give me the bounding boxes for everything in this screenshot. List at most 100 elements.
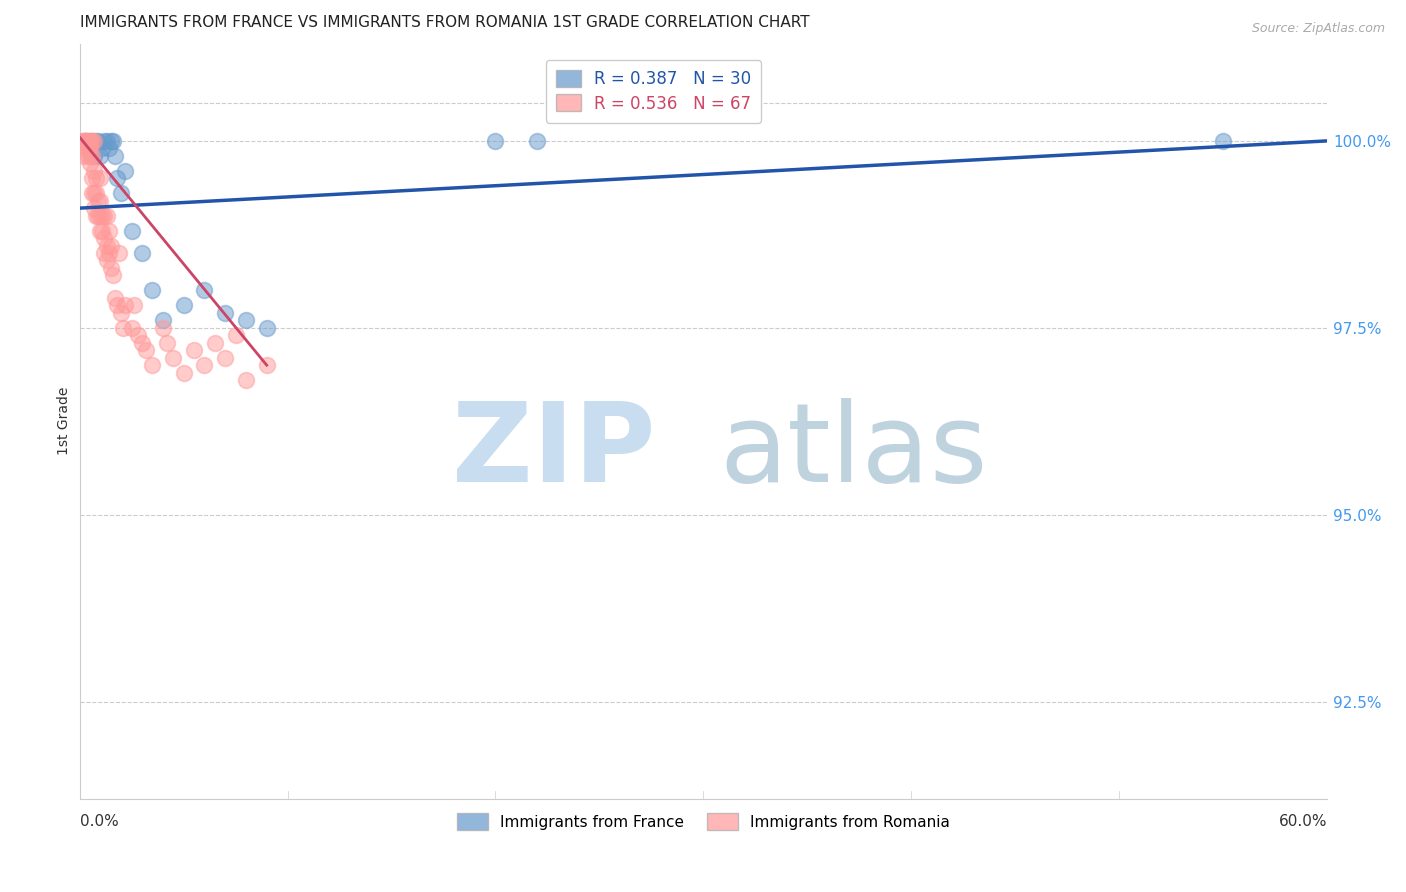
Point — [91, 224, 114, 238]
Point — [75, 141, 97, 155]
Point — [84, 186, 107, 201]
Point — [526, 134, 548, 148]
Point — [73, 134, 96, 148]
Point — [135, 343, 157, 358]
Point — [96, 253, 118, 268]
Point — [93, 134, 115, 148]
Point — [214, 351, 236, 365]
Point — [97, 224, 120, 238]
Point — [83, 134, 105, 148]
Point — [127, 328, 149, 343]
Text: Source: ZipAtlas.com: Source: ZipAtlas.com — [1251, 22, 1385, 36]
Point — [75, 134, 97, 148]
Text: atlas: atlas — [718, 398, 987, 505]
Point — [122, 298, 145, 312]
Point — [80, 186, 103, 201]
Point — [76, 149, 98, 163]
Point — [100, 134, 122, 148]
Point — [105, 298, 128, 312]
Point — [101, 268, 124, 283]
Point — [76, 134, 98, 148]
Point — [224, 328, 246, 343]
Point — [100, 260, 122, 275]
Point — [156, 335, 179, 350]
Point — [75, 134, 97, 148]
Point — [110, 306, 132, 320]
Point — [131, 335, 153, 350]
Point — [80, 134, 103, 148]
Text: ZIP: ZIP — [453, 398, 655, 505]
Point — [80, 134, 103, 148]
Point — [256, 358, 278, 372]
Point — [89, 149, 111, 163]
Point — [96, 209, 118, 223]
Point — [1212, 134, 1234, 148]
Point — [105, 171, 128, 186]
Point — [96, 238, 118, 252]
Point — [235, 373, 257, 387]
Point — [97, 141, 120, 155]
Point — [93, 231, 115, 245]
Point — [114, 298, 136, 312]
Point — [83, 201, 105, 215]
Point — [141, 358, 163, 372]
Point — [235, 313, 257, 327]
Point — [173, 366, 195, 380]
Point — [131, 246, 153, 260]
Point — [484, 134, 506, 148]
Text: IMMIGRANTS FROM FRANCE VS IMMIGRANTS FROM ROMANIA 1ST GRADE CORRELATION CHART: IMMIGRANTS FROM FRANCE VS IMMIGRANTS FRO… — [80, 15, 808, 30]
Point — [112, 320, 135, 334]
Point — [93, 209, 115, 223]
Point — [83, 163, 105, 178]
Y-axis label: 1st Grade: 1st Grade — [58, 387, 72, 456]
Point — [162, 351, 184, 365]
Point — [104, 149, 127, 163]
Point — [87, 209, 110, 223]
Point — [204, 335, 226, 350]
Point — [91, 209, 114, 223]
Point — [89, 224, 111, 238]
Point — [79, 134, 101, 148]
Point — [97, 246, 120, 260]
Point — [87, 134, 110, 148]
Point — [152, 320, 174, 334]
Point — [73, 149, 96, 163]
Point — [108, 246, 131, 260]
Point — [73, 134, 96, 148]
Text: 0.0%: 0.0% — [80, 814, 118, 829]
Point — [89, 194, 111, 208]
Point — [79, 134, 101, 148]
Point — [84, 171, 107, 186]
Point — [193, 284, 215, 298]
Point — [75, 134, 97, 148]
Point — [79, 141, 101, 155]
Point — [89, 209, 111, 223]
Point — [104, 291, 127, 305]
Text: 60.0%: 60.0% — [1279, 814, 1327, 829]
Point — [110, 186, 132, 201]
Point — [121, 224, 143, 238]
Point — [80, 149, 103, 163]
Point — [173, 298, 195, 312]
Point — [80, 171, 103, 186]
Point — [76, 141, 98, 155]
Point — [256, 320, 278, 334]
Legend: Immigrants from France, Immigrants from Romania: Immigrants from France, Immigrants from … — [451, 806, 956, 837]
Point — [79, 149, 101, 163]
Point — [96, 134, 118, 148]
Point — [93, 246, 115, 260]
Point — [183, 343, 205, 358]
Point — [193, 358, 215, 372]
Point — [84, 134, 107, 148]
Point — [141, 284, 163, 298]
Point — [79, 141, 101, 155]
Point — [101, 134, 124, 148]
Point — [89, 171, 111, 186]
Point — [83, 149, 105, 163]
Point — [83, 186, 105, 201]
Point — [152, 313, 174, 327]
Point — [121, 320, 143, 334]
Point — [91, 141, 114, 155]
Point — [87, 194, 110, 208]
Point — [214, 306, 236, 320]
